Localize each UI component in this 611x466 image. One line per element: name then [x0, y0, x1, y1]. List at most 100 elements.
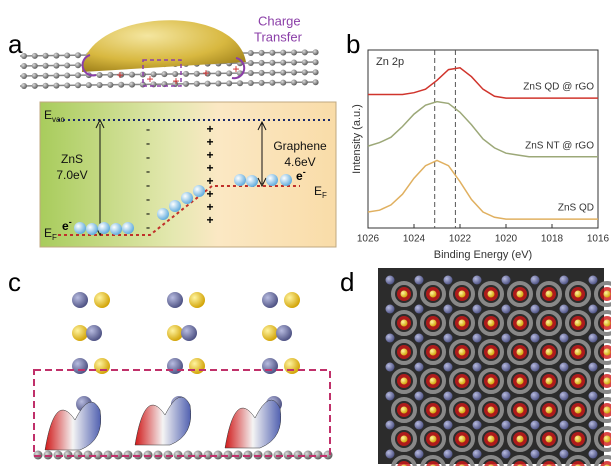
carbon-atom: [301, 79, 308, 86]
highlight-box: [142, 59, 182, 87]
atom: [72, 358, 88, 374]
charge-density: [455, 461, 469, 466]
sulfur-atom: [603, 377, 611, 385]
zinc-atom: [414, 362, 424, 372]
atom: [181, 325, 197, 341]
carbon-atom: [193, 70, 200, 77]
charge-density: [571, 461, 585, 466]
carbon-atom: [75, 72, 81, 79]
panel-label: b: [346, 29, 360, 59]
zinc-atom: [530, 391, 540, 401]
zinc-atom: [385, 275, 395, 285]
sulfur-atom: [429, 319, 437, 327]
zinc-atom: [414, 275, 424, 285]
panel-label: c: [8, 267, 21, 297]
atom: [167, 325, 183, 341]
zinc-atom: [385, 362, 395, 372]
carbon-atom: [53, 62, 60, 69]
ring: [507, 426, 533, 452]
atom: [94, 292, 110, 308]
annotation: Charge: [258, 13, 301, 28]
carbon-atom: [53, 52, 60, 59]
carbon-atom: [193, 450, 203, 460]
charge: +: [202, 66, 209, 80]
atom: [86, 325, 102, 341]
zinc-atom: [530, 420, 540, 430]
ring: [420, 426, 446, 452]
zinc-atom: [414, 304, 424, 314]
carbon-atom: [103, 450, 113, 460]
carbon-atom: [31, 52, 38, 59]
sulfur-atom: [400, 377, 408, 385]
sulfur-atom: [516, 377, 524, 385]
ring: [594, 339, 611, 365]
ring: [565, 455, 591, 466]
carbon-atom: [129, 81, 135, 88]
carbon-atom: [247, 80, 254, 87]
carbon-atom: [21, 83, 27, 89]
charge: -: [146, 163, 150, 178]
electron: [157, 208, 169, 220]
carbon-atom: [303, 450, 313, 460]
zinc-atom: [443, 420, 453, 430]
atom: [262, 292, 278, 308]
carbon-atom: [215, 70, 222, 77]
sulfur-atom: [545, 348, 553, 356]
ring: [391, 455, 417, 466]
zinc-atom: [472, 275, 482, 285]
sulfur-atom: [458, 290, 466, 298]
carbon-atom: [53, 72, 60, 79]
ring: [536, 455, 562, 466]
x-tick-label: 1024: [403, 234, 426, 245]
ring: [594, 455, 611, 466]
carbon-atom: [85, 82, 92, 89]
ring: [478, 281, 504, 307]
sulfur-atom: [574, 406, 582, 414]
atom: [284, 292, 300, 308]
sulfur-atom: [603, 319, 611, 327]
zinc-atom: [501, 333, 511, 343]
atom: [262, 358, 278, 374]
carbon-atom: [107, 81, 114, 88]
carbon-atom: [96, 82, 103, 89]
zinc-atom: [501, 420, 511, 430]
ring: [391, 310, 417, 336]
electron: [74, 222, 86, 234]
carbon-atom: [107, 71, 114, 78]
carbon-atom: [291, 79, 297, 86]
electron: [246, 175, 258, 187]
zinc-atom: [588, 391, 598, 401]
ring: [391, 426, 417, 452]
carbon-atom: [42, 62, 49, 69]
sulfur-atom: [603, 435, 611, 443]
zinc-atom: [559, 420, 569, 430]
zinc-atom: [385, 449, 395, 459]
ring: [420, 397, 446, 423]
carbon-atom: [150, 71, 157, 78]
carbon-atom: [280, 59, 287, 66]
electron: [98, 222, 110, 234]
annotation: EF: [314, 184, 327, 200]
carbon-atom: [183, 70, 189, 77]
ring: [507, 339, 533, 365]
ring: [536, 426, 562, 452]
ring: [594, 281, 611, 307]
charge: +: [232, 62, 239, 76]
carbon-atom: [280, 49, 287, 56]
carbon-atom: [269, 79, 276, 86]
carbon-atom: [193, 80, 200, 87]
sulfur-atom: [400, 290, 408, 298]
annotation: e-: [296, 167, 306, 183]
zinc-atom: [443, 333, 453, 343]
zinc-atom: [559, 275, 569, 285]
carbon-atom: [258, 59, 265, 66]
carbon-atom: [42, 72, 49, 79]
carbon-atom: [204, 70, 211, 77]
carbon-atom: [31, 62, 38, 69]
ring: [594, 397, 611, 423]
sulfur-atom: [574, 348, 582, 356]
ring: [565, 339, 591, 365]
carbon-atom: [75, 62, 81, 69]
sulfur-atom: [400, 406, 408, 414]
carbon-atom: [129, 71, 135, 78]
